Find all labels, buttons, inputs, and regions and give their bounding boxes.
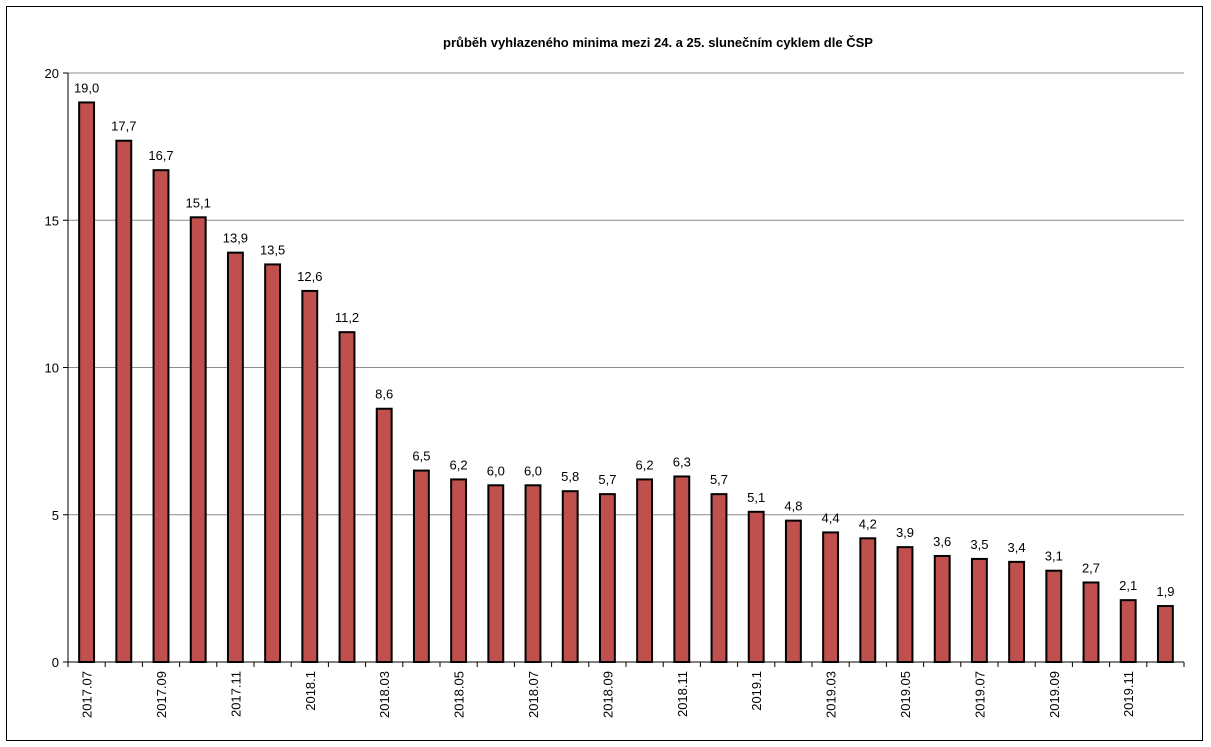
bar <box>115 139 133 664</box>
data-label: 15,1 <box>186 195 211 210</box>
x-tick-label: 2019.03 <box>824 671 839 718</box>
data-label: 6,0 <box>524 463 542 478</box>
x-tick-label: 2019.11 <box>1121 671 1136 717</box>
bar <box>152 169 170 663</box>
bar <box>859 537 877 663</box>
data-label: 6,2 <box>636 457 654 472</box>
bar <box>412 469 430 664</box>
bar <box>301 289 319 663</box>
x-tick-label: 2018.07 <box>526 671 541 718</box>
data-label: 19,0 <box>74 80 99 95</box>
data-label: 3,1 <box>1045 549 1063 564</box>
data-label: 17,7 <box>111 119 136 134</box>
data-label: 12,6 <box>297 269 322 284</box>
data-label: 5,7 <box>598 472 616 487</box>
bar <box>1156 605 1174 663</box>
bar-chart: průběh vyhlazeného minima mezi 24. a 25.… <box>45 35 1185 718</box>
data-label: 4,4 <box>822 510 840 525</box>
bar <box>747 510 765 663</box>
x-tick-label: 2019.05 <box>898 671 913 718</box>
bar <box>598 493 616 664</box>
data-label: 3,9 <box>896 525 914 540</box>
x-tick-label: 2018.05 <box>452 671 467 718</box>
data-label: 3,5 <box>970 537 988 552</box>
bar <box>264 263 282 663</box>
bar <box>78 101 96 663</box>
data-label: 13,5 <box>260 242 285 257</box>
x-tick-label: 2017.09 <box>154 671 169 718</box>
data-label: 11,2 <box>335 310 359 325</box>
data-label: 3,4 <box>1008 540 1026 555</box>
data-label: 8,6 <box>375 387 393 402</box>
data-label: 5,1 <box>747 490 765 505</box>
bar <box>673 475 691 663</box>
y-tick-label: 0 <box>52 655 59 670</box>
bar <box>933 554 951 663</box>
bar <box>338 331 356 663</box>
bar <box>226 251 244 664</box>
x-tick-label: 2017.07 <box>80 671 95 718</box>
bar <box>896 546 914 664</box>
data-labels: 19,0 17,7 16,7 15,1 13,9 13,5 12,6 11,2 8,6 6,5 6,… <box>74 80 1174 599</box>
bars <box>78 101 1174 664</box>
data-label: 2,7 <box>1082 560 1100 575</box>
data-label: 6,2 <box>450 457 468 472</box>
gridlines <box>68 72 1184 516</box>
bar <box>487 484 505 663</box>
chart-frame: průběh vyhlazeného minima mezi 24. a 25.… <box>6 6 1203 741</box>
bar <box>1008 560 1026 663</box>
bar <box>822 531 840 663</box>
data-label: 5,8 <box>561 469 579 484</box>
bar <box>189 216 207 663</box>
bar <box>1045 569 1063 664</box>
bar <box>710 493 728 664</box>
bar <box>375 407 393 664</box>
y-tick-label: 10 <box>45 361 59 376</box>
x-tick-label: 2018.03 <box>377 671 392 718</box>
x-tick-label: 2019.07 <box>972 671 987 718</box>
y-tick-label: 15 <box>45 213 59 228</box>
chart-title: průběh vyhlazeného minima mezi 24. a 25.… <box>443 35 873 50</box>
bar <box>1082 581 1100 663</box>
x-tick-label: 2018.1 <box>303 671 318 711</box>
data-label: 6,0 <box>487 463 505 478</box>
data-label: 4,8 <box>784 499 802 514</box>
data-label: 6,3 <box>673 454 691 469</box>
bar <box>970 557 988 663</box>
data-label: 6,5 <box>412 449 430 464</box>
bar <box>636 478 654 663</box>
y-tick-label: 20 <box>45 66 59 81</box>
bar <box>1119 599 1137 664</box>
data-label: 13,9 <box>223 231 248 246</box>
x-tick-label: 2018.11 <box>675 671 690 717</box>
x-tick-label: 2018.09 <box>600 671 615 718</box>
data-label: 16,7 <box>148 148 173 163</box>
bar <box>524 484 542 663</box>
data-label: 2,1 <box>1119 578 1137 593</box>
x-tick-label: 2019.1 <box>749 671 764 711</box>
x-tick-label: 2019.09 <box>1047 671 1062 718</box>
bar <box>784 519 802 664</box>
bar <box>561 490 579 663</box>
data-label: 4,2 <box>859 516 877 531</box>
data-label: 3,6 <box>933 534 951 549</box>
x-tick-label: 2017.11 <box>228 671 243 717</box>
data-label: 1,9 <box>1156 584 1174 599</box>
bar <box>450 478 468 663</box>
data-label: 5,7 <box>710 472 728 487</box>
axes: 0 5 10 15 20 2017.07 2017.09 2017.11 2018.1 2018.… <box>45 66 1185 718</box>
y-tick-label: 5 <box>52 508 59 523</box>
